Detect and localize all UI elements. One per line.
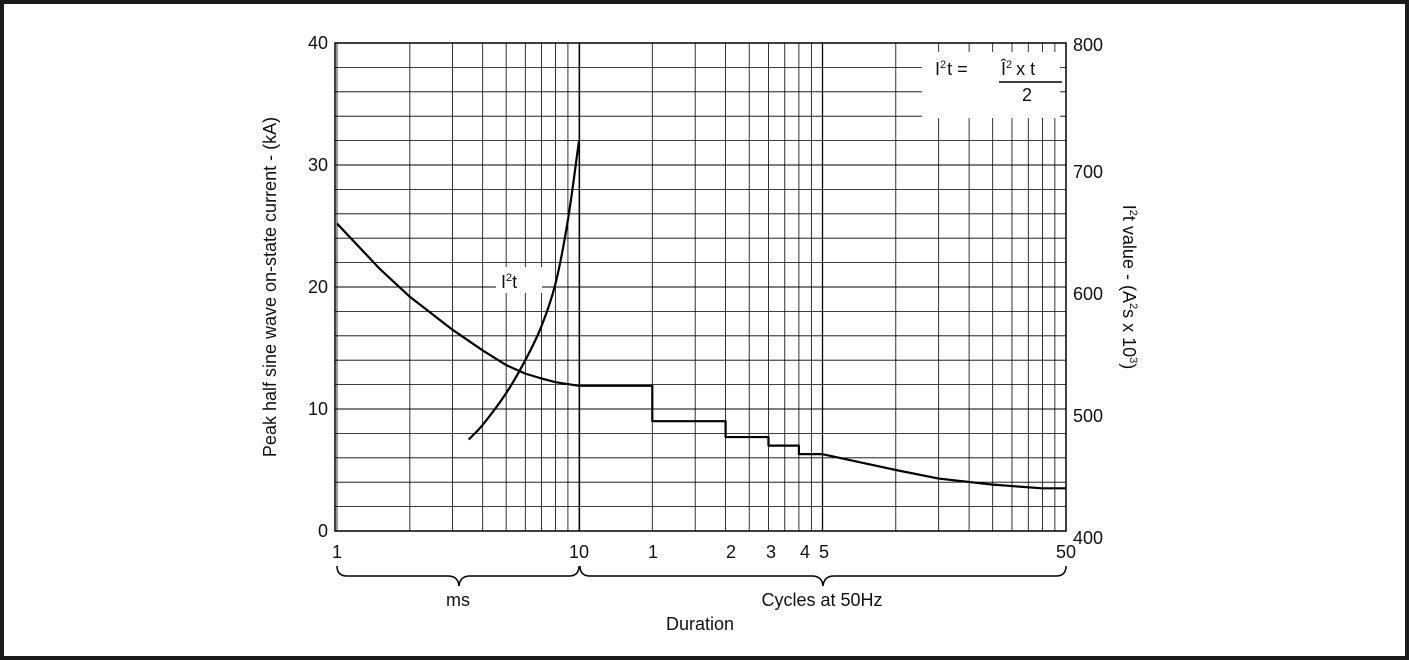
formula-lhs: I2t = [935,59,968,79]
right-tick-label: 600 [1073,284,1103,304]
left-axis-label: Peak half sine wave on-state current - (… [260,117,280,457]
x-tick-label-cycles: 5 [819,542,829,562]
ms-brace [336,565,580,587]
ms-group-label: ms [446,590,470,610]
x-tick-label-cycles: 1 [648,542,658,562]
x-tick-label-ms: 10 [569,542,589,562]
x-tick-label-cycles: 50 [1056,542,1076,562]
x-tick-label-cycles: 2 [726,542,736,562]
cycles-group-label: Cycles at 50Hz [761,590,882,610]
i2t-series-line [467,140,581,441]
x-axis-label: Duration [666,614,734,634]
right-tick-label: 800 [1073,35,1103,55]
formula-denominator: 2 [1022,85,1032,105]
series-layer [336,140,1066,490]
grid-lines [335,43,1066,531]
series-label-i2t: I2t [501,272,517,292]
peak-current-series-line [336,222,1066,490]
left-tick-label: 40 [308,33,328,53]
left-tick-label: 20 [308,277,328,297]
x-tick-label-ms: 1 [332,542,342,562]
right-tick-label: 700 [1073,162,1103,182]
formula-numerator: Î2 x t [1000,59,1035,79]
right-tick-label: 500 [1073,406,1103,426]
series-label-bg [496,267,542,293]
chart-svg: I2t = Î2 x t 2 I2t 0 10 20 30 40 400 500 … [260,33,1139,634]
formula-box [922,52,1060,118]
plot-border [334,42,1067,532]
right-tick-label: 400 [1073,528,1103,548]
left-tick-label: 0 [318,521,328,541]
right-axis-label: I2t value - (A2s x 103) [1119,205,1139,369]
x-tick-label-cycles: 4 [800,542,810,562]
x-tick-label-cycles: 3 [766,542,776,562]
left-tick-label: 10 [308,399,328,419]
left-tick-label: 30 [308,155,328,175]
cycles-brace [579,565,1067,587]
